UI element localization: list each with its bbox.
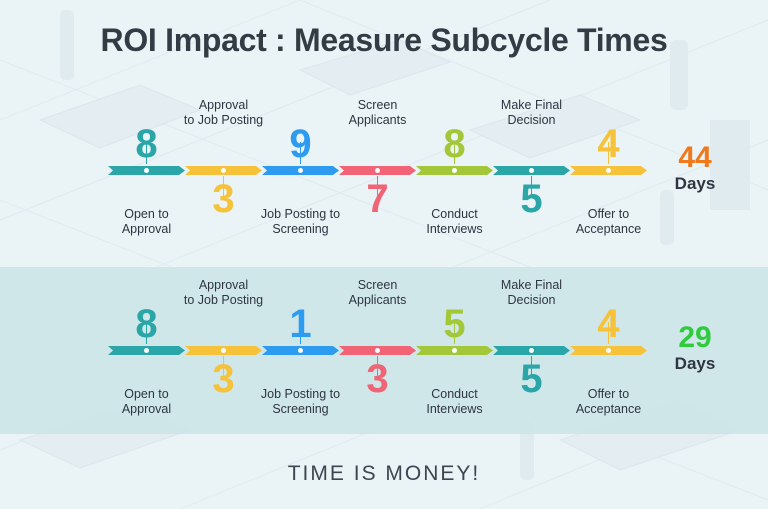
timeline-tick	[376, 176, 379, 198]
timeline-tick	[453, 322, 456, 344]
stage-days-value: 5	[520, 177, 543, 221]
total-days-unit: Days	[674, 174, 716, 193]
timeline-tick	[530, 356, 533, 378]
tagline: TIME IS MONEY!	[287, 462, 481, 485]
total-days: 29 Days	[660, 322, 730, 374]
timeline-dot	[452, 348, 457, 353]
stage-label: Open to Approval	[121, 207, 172, 236]
stage-label: Job Posting to Screening	[260, 387, 341, 416]
stage-days-value: 3	[212, 357, 235, 401]
timeline-tick	[222, 356, 225, 378]
stage-label: Screen Applicants	[348, 278, 407, 307]
stage-label: Offer to Acceptance	[575, 387, 642, 416]
timeline-dot	[606, 348, 611, 353]
timeline-tick	[299, 142, 302, 164]
stage-label: Conduct Interviews	[426, 207, 483, 236]
stage-days-value: 4	[597, 122, 620, 166]
timeline-dot	[606, 168, 611, 173]
timeline-tick	[453, 142, 456, 164]
timeline-tick	[145, 142, 148, 164]
total-days-unit: Days	[674, 354, 716, 373]
timeline-dot	[221, 348, 226, 353]
timeline-dot	[529, 168, 534, 173]
timeline-dot	[144, 348, 149, 353]
timeline-dot	[529, 348, 534, 353]
timeline-dot	[221, 168, 226, 173]
timeline-tick	[222, 176, 225, 198]
timeline-dot	[298, 348, 303, 353]
timeline-before: 8 Open to Approval 3 Approval to Job Posting 9…	[0, 90, 768, 270]
stage-days-value: 5	[443, 302, 466, 346]
stage-days-value: 1	[289, 302, 312, 346]
stage-label: Approval to Job Posting	[183, 98, 264, 127]
stage-days-value: 8	[443, 122, 466, 166]
stage-days-value: 7	[366, 177, 389, 221]
timeline-tick	[530, 176, 533, 198]
page-title: ROI Impact : Measure Subcycle Times	[100, 22, 668, 58]
stage-days-value: 5	[520, 357, 543, 401]
stage-label: Open to Approval	[121, 387, 172, 416]
stage-days-value: 4	[597, 302, 620, 346]
timeline-tick	[376, 356, 379, 378]
stage-label: Make Final Decision	[500, 98, 563, 127]
stage-days-value: 3	[366, 357, 389, 401]
stage-label: Make Final Decision	[500, 278, 563, 307]
timeline-tick	[145, 322, 148, 344]
total-days-value: 29	[678, 321, 712, 354]
stage-label: Job Posting to Screening	[260, 207, 341, 236]
total-days: 44 Days	[660, 142, 730, 194]
stage-label: Approval to Job Posting	[183, 278, 264, 307]
timeline-dot	[375, 348, 380, 353]
timeline-tick	[607, 142, 610, 164]
total-days-value: 44	[678, 141, 712, 174]
timeline-tick	[607, 322, 610, 344]
stage-label: Conduct Interviews	[426, 387, 483, 416]
stage-label: Offer to Acceptance	[575, 207, 642, 236]
stage-days-value: 3	[212, 177, 235, 221]
timeline-dot	[452, 168, 457, 173]
stage-label: Screen Applicants	[348, 98, 407, 127]
stage-days-value: 9	[289, 122, 312, 166]
timeline-after: 8 Open to Approval 3 Approval to Job Posting 1…	[0, 270, 768, 450]
stage-days-value: 8	[135, 302, 158, 346]
timeline-dot	[375, 168, 380, 173]
timeline-tick	[299, 322, 302, 344]
timeline-dot	[144, 168, 149, 173]
stage-days-value: 8	[135, 122, 158, 166]
timeline-dot	[298, 168, 303, 173]
